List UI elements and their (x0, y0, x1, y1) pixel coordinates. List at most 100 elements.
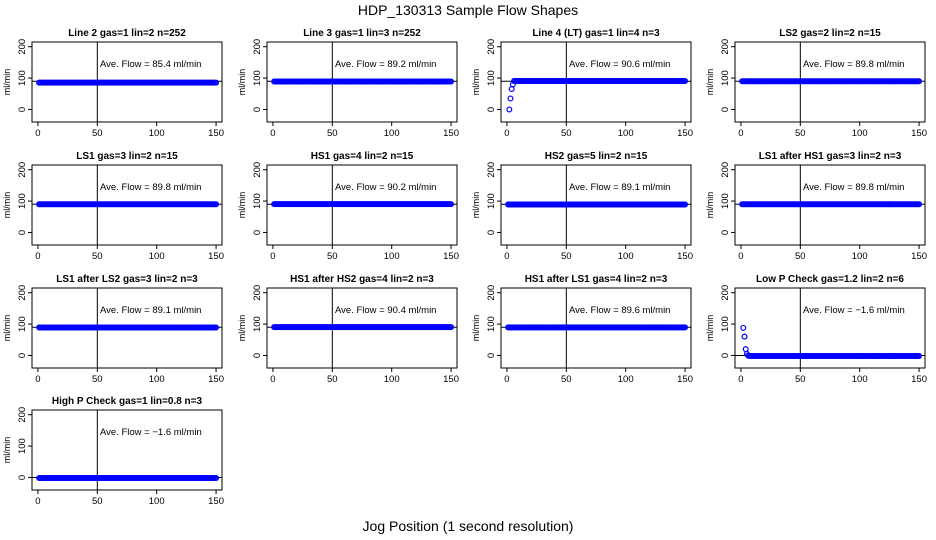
panel-11-xtick-label-0: 0 (504, 374, 509, 385)
panel-7: HS2 gas=5 lin=2 n=15 0 50 100 150 0 100 200 ml/m… (471, 151, 693, 262)
panel-2-xtick-label-150: 150 (443, 128, 459, 139)
panel-5-ytick-label-100: 100 (17, 193, 28, 209)
panel-9-frame (31, 287, 223, 369)
panel-1-title: Line 2 gas=1 lin=2 n=252 (68, 28, 186, 39)
panel-9-xtick-label-150: 150 (208, 374, 224, 385)
panel-7-annotation: Ave. Flow = 89.1 ml/min (569, 182, 670, 193)
panel-3-xtick-label-100: 100 (618, 128, 634, 139)
panel-9-ytick-label-100: 100 (17, 316, 28, 332)
panel-8-points (739, 201, 923, 208)
panel-2-ytick-label-200: 200 (252, 39, 263, 55)
panel-8-xtick-label-50: 50 (795, 251, 806, 262)
panel-6-xtick-label-150: 150 (443, 251, 459, 262)
panel-7-xtick-label-50: 50 (561, 251, 572, 262)
panel-8-ytick-label-200: 200 (720, 162, 731, 178)
panel-5-xtick-label-150: 150 (208, 251, 224, 262)
panel-8-point-149 (916, 201, 923, 208)
panel-10-ytick-label-200: 200 (252, 285, 263, 301)
panel-12-point-0 (740, 324, 747, 331)
panel-12: Low P Check gas=1.2 lin=2 n=6 0 50 100 150 0 1… (705, 274, 927, 385)
panel-13-annotation: Ave. Flow = −1.6 ml/min (100, 427, 202, 438)
panel-7-ylabel: ml/min (471, 192, 481, 219)
panel-9-title: LS1 after LS2 gas=3 lin=2 n=3 (56, 274, 198, 285)
panel-10-annotation: Ave. Flow = 90.4 ml/min (335, 305, 436, 316)
panel-1-ytick-label-0: 0 (17, 107, 28, 112)
panel-4-point-149 (916, 78, 923, 85)
panel-5-ytick-label-200: 200 (17, 162, 28, 178)
panel-11-xtick-label-150: 150 (677, 374, 693, 385)
panel-2-frame (266, 41, 458, 123)
panel-5-point-149 (213, 201, 220, 208)
panel-8-xtick-label-150: 150 (911, 251, 927, 262)
panel-4-xtick-label-150: 150 (911, 128, 927, 139)
panel-3-xtick-label-150: 150 (677, 128, 693, 139)
panel-1-xtick-label-0: 0 (35, 128, 40, 139)
panel-5-frame (31, 164, 223, 246)
panel-10: HS1 after HS2 gas=4 lin=2 n=3 0 50 100 150 0 1… (237, 274, 459, 385)
figure-title: HDP_130313 Sample Flow Shapes (357, 2, 579, 18)
panel-7-points (505, 201, 689, 208)
panel-11-annotation: Ave. Flow = 89.6 ml/min (569, 305, 670, 316)
panel-9-point-149 (213, 324, 220, 331)
panel-13: High P Check gas=1 lin=0.8 n=3 0 50 100 150 0… (2, 396, 224, 507)
panel-10-points (271, 324, 455, 331)
panel-9: LS1 after LS2 gas=3 lin=2 n=3 0 50 100 150 0 1… (2, 274, 224, 385)
panel-7-title: HS2 gas=5 lin=2 n=15 (545, 151, 648, 162)
panel-4: LS2 gas=2 lin=2 n=15 0 50 100 150 0 100 200 ml/m… (705, 28, 927, 139)
panel-5-xtick-label-50: 50 (92, 251, 103, 262)
panel-13-frame (31, 409, 223, 491)
panel-6-xtick-label-50: 50 (327, 251, 338, 262)
panel-1-ytick-label-200: 200 (17, 39, 28, 55)
panel-11-ytick-label-200: 200 (486, 285, 497, 301)
panel-3-ylabel: ml/min (471, 69, 481, 96)
panel-5-points (36, 201, 220, 208)
panel-4-title: LS2 gas=2 lin=2 n=15 (779, 28, 881, 39)
panel-13-ytick-label-0: 0 (17, 475, 28, 480)
panel-7-xtick-label-150: 150 (677, 251, 693, 262)
panel-4-annotation: Ave. Flow = 89.8 ml/min (803, 59, 904, 70)
panel-8-xtick-label-100: 100 (852, 251, 868, 262)
panel-6-xtick-label-100: 100 (384, 251, 400, 262)
panel-5-ylabel: ml/min (2, 192, 12, 219)
panel-12-point-148 (916, 352, 923, 359)
panel-12-points (740, 324, 923, 359)
x-axis-caption: Jog Position (1 second resolution) (362, 518, 574, 534)
panel-6-points (271, 201, 455, 208)
panel-2-ytick-label-0: 0 (252, 107, 263, 112)
panel-6-ytick-label-200: 200 (252, 162, 263, 178)
panel-6-title: HS1 gas=4 lin=2 n=15 (311, 151, 414, 162)
panel-8-frame (734, 164, 926, 246)
panel-12-xtick-label-0: 0 (738, 374, 743, 385)
panel-11: HS1 after LS1 gas=4 lin=2 n=3 0 50 100 150 0 1… (471, 274, 693, 385)
panel-10-frame (266, 287, 458, 369)
panel-9-points (36, 324, 220, 331)
panel-6-ylabel: ml/min (237, 192, 247, 219)
panel-2-title: Line 3 gas=1 lin=3 n=252 (303, 28, 421, 39)
panel-13-ytick-label-100: 100 (17, 438, 28, 454)
panel-5-xtick-label-0: 0 (35, 251, 40, 262)
panel-12-ytick-label-200: 200 (720, 285, 731, 301)
panel-11-ytick-label-0: 0 (486, 353, 497, 358)
panel-13-point-149 (213, 474, 220, 481)
panel-3: Line 4 (LT) gas=1 lin=4 n=3 0 50 100 150 0 100… (471, 28, 693, 139)
panel-2-annotation: Ave. Flow = 89.2 ml/min (335, 59, 436, 70)
panel-11-point-149 (682, 324, 689, 331)
panel-1-annotation: Ave. Flow = 85.4 ml/min (100, 59, 201, 70)
panel-1: Line 2 gas=1 lin=2 n=252 0 50 100 150 0 100 200… (2, 28, 224, 139)
panel-9-xtick-label-50: 50 (92, 374, 103, 385)
panel-2-xtick-label-100: 100 (384, 128, 400, 139)
panel-1-ytick-label-100: 100 (17, 70, 28, 86)
panel-3-xtick-label-0: 0 (504, 128, 509, 139)
panel-2-ytick-label-100: 100 (252, 70, 263, 86)
panel-13-points (36, 474, 220, 481)
panel-3-point-0 (506, 106, 513, 113)
panel-13-ylabel: ml/min (2, 437, 12, 464)
panel-13-title: High P Check gas=1 lin=0.8 n=3 (52, 396, 203, 407)
panel-10-title: HS1 after HS2 gas=4 lin=2 n=3 (290, 274, 434, 285)
panel-11-xtick-label-100: 100 (618, 374, 634, 385)
panel-8-xtick-label-0: 0 (738, 251, 743, 262)
panel-11-points (505, 324, 689, 331)
panel-12-ytick-label-0: 0 (720, 353, 731, 358)
panel-4-points (739, 78, 923, 85)
panel-6-xtick-label-0: 0 (270, 251, 275, 262)
